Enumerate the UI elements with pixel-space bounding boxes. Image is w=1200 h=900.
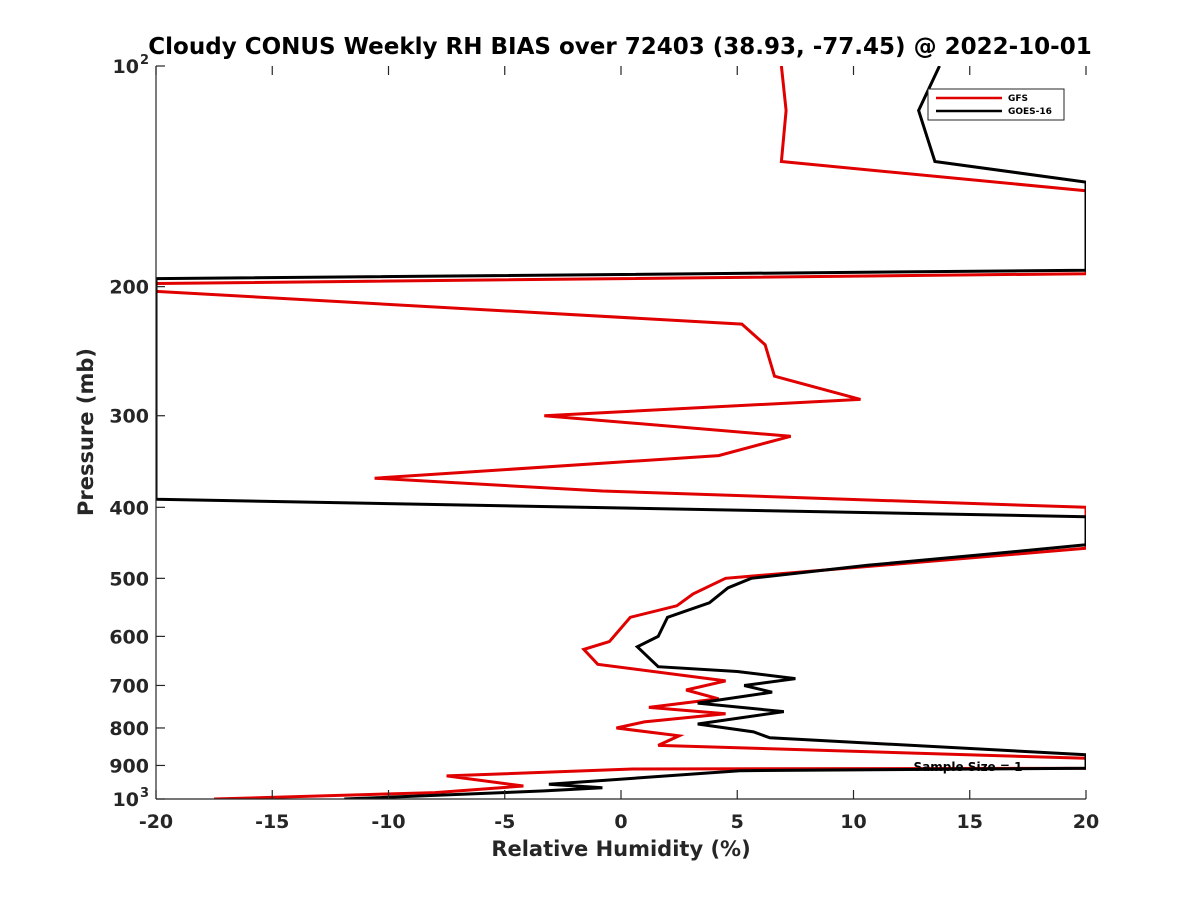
series-line-gfs xyxy=(156,66,1086,799)
x-tick-label: -15 xyxy=(255,811,289,833)
x-tick-label: -10 xyxy=(371,811,405,833)
y-tick-label: 10 xyxy=(113,56,139,78)
y-tick-label: 500 xyxy=(109,568,149,590)
x-tick-label: 0 xyxy=(614,811,627,833)
series-layer xyxy=(156,66,1086,799)
legend-box xyxy=(927,88,1065,121)
y-tick-label-exponent: 3 xyxy=(140,786,149,801)
sample-size-annotation: Sample Size = 1 xyxy=(914,760,1023,774)
x-tick-label: 5 xyxy=(731,811,744,833)
x-tick-label: 10 xyxy=(840,811,866,833)
x-tick-label: 20 xyxy=(1073,811,1099,833)
y-tick-label: 600 xyxy=(109,626,149,648)
legend-label-goes16: GOES-16 xyxy=(1008,107,1052,117)
y-axis-label: Pressure (mb) xyxy=(74,348,98,516)
x-tick-label: -20 xyxy=(139,811,173,833)
x-tick-label: -5 xyxy=(494,811,515,833)
y-tick-label-exponent: 2 xyxy=(140,53,149,68)
y-tick-label: 10 xyxy=(113,789,139,811)
y-tick-label: 400 xyxy=(109,497,149,519)
y-tick-label: 700 xyxy=(109,675,149,697)
x-tick-label: 15 xyxy=(957,811,983,833)
x-ticks: -20 -15 -10 -5 0 5 10 15 20 xyxy=(139,66,1099,833)
y-tick-label: 800 xyxy=(109,718,149,740)
y-tick-label: 200 xyxy=(109,277,149,299)
chart-title: Cloudy CONUS Weekly RH BIAS over 72403 (… xyxy=(148,34,1091,60)
plot-area xyxy=(156,66,1086,799)
y-tick-label: 900 xyxy=(109,755,149,777)
y-tick-label: 300 xyxy=(109,406,149,428)
x-axis-label: Relative Humidity (%) xyxy=(491,837,750,861)
series-line-goes16 xyxy=(156,66,1086,799)
legend-label-gfs: GFS xyxy=(1008,94,1028,104)
legend: GFS GOES-16 xyxy=(927,88,1065,121)
